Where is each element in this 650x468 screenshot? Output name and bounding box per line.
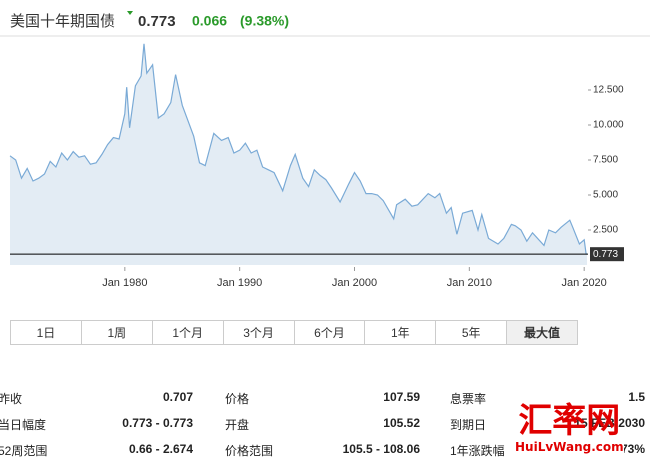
y-tick-label: 5.000 — [593, 190, 618, 201]
change-pct: (9.38%) — [240, 13, 289, 29]
stat-value: 15 FEB 2030 — [574, 416, 645, 430]
x-tick-label: Jan 1980 — [102, 277, 147, 289]
x-tick-label: Jan 2000 — [332, 277, 377, 289]
stat-label: 1年涨跌幅 — [450, 444, 505, 458]
range-tab[interactable]: 1年 — [365, 321, 437, 344]
stat-label: 昨收 — [0, 392, 23, 406]
stats-row: 52周范围 0.66 - 2.674 价格范围 105.5 - 108.06 1年涨跌幅… — [0, 442, 650, 462]
area-line — [9, 43, 588, 255]
stat-label: 价格范围 — [225, 444, 274, 458]
range-tab[interactable]: 5年 — [436, 321, 508, 344]
range-tab[interactable]: 3个月 — [224, 321, 295, 344]
range-tab[interactable]: 最大值 — [507, 321, 577, 344]
x-tick-label: Jan 1990 — [217, 277, 262, 289]
stat-value: 0.707 — [162, 390, 193, 404]
last-price-label: 0.773 — [593, 249, 618, 260]
range-tab[interactable]: 1周 — [82, 321, 153, 344]
stat-value: 70.73% — [604, 442, 645, 456]
stat-value: 105.5 - 108.06 — [342, 442, 420, 456]
range-tab[interactable]: 1个月 — [153, 321, 224, 344]
x-tick-label: Jan 2020 — [562, 277, 607, 289]
range-tab[interactable]: 6个月 — [295, 321, 366, 344]
up-arrow — [127, 11, 133, 15]
stat-value: 0.66 - 2.674 — [128, 442, 193, 456]
stat-label: 息票率 — [450, 392, 487, 406]
stat-label: 当日幅度 — [0, 418, 47, 432]
y-tick-label: 12.500 — [593, 85, 624, 96]
stat-value: 0.773 - 0.773 — [122, 416, 193, 430]
title: 美国十年期国债 — [10, 13, 115, 30]
stats-row: 昨收 0.707 价格 107.59 息票率 1.5 — [0, 390, 650, 410]
area-fill — [10, 43, 588, 265]
x-tick-label: Jan 2010 — [447, 277, 492, 289]
stat-value: 1.5 — [628, 390, 645, 404]
y-tick-label: 2.500 — [593, 225, 618, 236]
range-tabs: 1日 1周 1个月 3个月 6个月 1年 5年 最大值 — [10, 320, 578, 345]
last-price-box — [590, 247, 624, 262]
stat-label: 到期日 — [450, 418, 487, 432]
chart: 美国十年期国债 0.773 0.066 (9.38%) 英为财情Investin… — [0, 11, 650, 289]
stat-label: 开盘 — [225, 418, 250, 432]
stat-value: 105.52 — [383, 416, 420, 430]
stat-label: 52周范围 — [0, 444, 48, 458]
y-tick-label: 10.000 — [593, 120, 624, 131]
range-tab[interactable]: 1日 — [11, 321, 82, 344]
y-tick-label: 7.500 — [593, 155, 618, 166]
stat-label: 价格 — [225, 392, 250, 406]
price: 0.773 — [138, 13, 176, 30]
stats-row: 当日幅度 0.773 - 0.773 开盘 105.52 到期日 15 FEB 2030 — [0, 416, 650, 436]
stat-value: 107.59 — [383, 390, 420, 404]
change: 0.066 — [192, 13, 227, 29]
